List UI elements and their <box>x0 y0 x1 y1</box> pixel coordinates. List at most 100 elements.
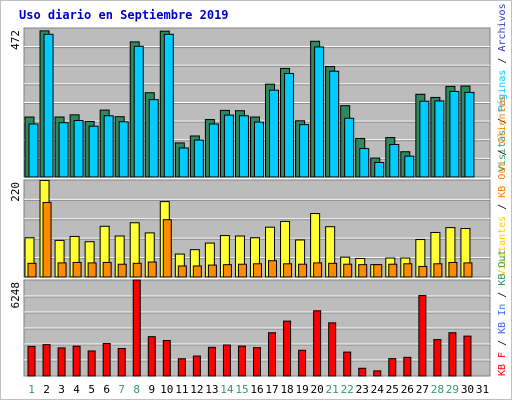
bar-p-ginas-day-23 <box>359 148 370 178</box>
bar-kb-day-28 <box>433 339 442 377</box>
bar-kb-f-day-28 <box>433 263 443 278</box>
bar-kb-day-15 <box>237 345 246 377</box>
x-tick-label-day-1: 1 <box>28 383 35 396</box>
legend-separator: / <box>497 334 508 352</box>
bar-p-ginas-day-14 <box>223 114 234 178</box>
bar-p-ginas-day-2 <box>43 33 54 178</box>
x-tick-label-day-25: 25 <box>386 383 399 396</box>
bar-kb-day-11 <box>177 358 186 377</box>
bar-kb-day-7 <box>117 347 126 377</box>
bar-kb-day-30 <box>463 335 472 377</box>
x-tick-label-day-16: 16 <box>250 383 263 396</box>
legend-item: Clientes <box>497 95 508 143</box>
bar-p-ginas-day-12 <box>193 139 204 178</box>
bar-kb-f-day-4 <box>72 261 82 278</box>
x-tick-label-day-28: 28 <box>431 383 444 396</box>
bar-kb-f-day-12 <box>192 265 202 278</box>
bar-kb-f-day-14 <box>222 264 232 278</box>
legend-bottom: KB F / KB In / KB Out <box>497 250 508 376</box>
legend-separator: / <box>497 112 508 130</box>
bar-p-ginas-day-17 <box>269 89 280 178</box>
x-tick-label-day-30: 30 <box>461 383 474 396</box>
legend-middle: Visitantes / KB Out / Clientes <box>497 95 508 276</box>
legend-separator: / <box>497 52 508 70</box>
bar-kb-day-20 <box>313 310 322 377</box>
x-tick-label-day-29: 29 <box>446 383 459 396</box>
bar-kb-f-day-17 <box>268 260 278 278</box>
legend-item: KB F <box>497 352 508 376</box>
legend-item: Archivos <box>497 3 508 51</box>
bar-kb-day-23 <box>358 367 367 377</box>
bar-kb-day-1 <box>27 345 36 377</box>
x-tick-label-day-19: 19 <box>295 383 308 396</box>
x-tick-label-day-13: 13 <box>205 383 218 396</box>
y-tick-label-bottom: 6248 <box>9 282 22 309</box>
bar-kb-f-day-13 <box>207 264 217 278</box>
bar-p-ginas-day-8 <box>133 45 144 178</box>
bar-p-ginas-day-11 <box>178 147 189 178</box>
legend-item: KB In <box>497 304 508 334</box>
bar-kb-f-day-27 <box>418 265 428 278</box>
legend-item: KB Out <box>497 250 508 286</box>
bar-kb-f-day-30 <box>463 262 473 278</box>
x-tick-label-day-8: 8 <box>133 383 140 396</box>
bar-kb-day-13 <box>207 346 216 377</box>
legend-separator: / <box>497 144 508 162</box>
x-tick-label-day-7: 7 <box>118 383 125 396</box>
bar-p-ginas-day-3 <box>58 122 69 178</box>
bar-kb-day-4 <box>72 345 81 377</box>
bar-kb-f-day-11 <box>177 265 187 278</box>
bar-kb-day-25 <box>388 358 397 377</box>
legend-item: Visitas <box>497 130 508 172</box>
bar-kb-day-2 <box>42 344 51 377</box>
bar-kb-f-day-25 <box>388 263 398 278</box>
bar-kb-f-day-2 <box>42 201 52 278</box>
bar-kb-f-day-18 <box>283 263 293 278</box>
x-tick-label-day-14: 14 <box>220 383 234 396</box>
legend-separator: / <box>497 286 508 304</box>
x-tick-label-day-22: 22 <box>341 383 354 396</box>
bar-kb-day-5 <box>87 350 96 377</box>
x-tick-label-day-2: 2 <box>43 383 50 396</box>
bar-kb-day-22 <box>343 351 352 377</box>
x-tick-label-day-9: 9 <box>148 383 155 396</box>
bar-kb-day-27 <box>418 295 427 377</box>
legend-item: Páginas <box>496 70 508 112</box>
x-tick-label-day-27: 27 <box>416 383 429 396</box>
bar-kb-day-14 <box>222 344 231 377</box>
x-tick-label-day-23: 23 <box>356 383 369 396</box>
bar-p-ginas-day-10 <box>163 33 174 178</box>
bar-kb-day-8 <box>132 279 141 377</box>
bar-kb-f-day-1 <box>27 262 37 278</box>
bar-p-ginas-day-16 <box>253 121 264 178</box>
bar-p-ginas-day-28 <box>434 100 445 178</box>
bar-p-ginas-day-30 <box>464 91 475 178</box>
x-tick-label-day-24: 24 <box>371 383 385 396</box>
bar-kb-day-17 <box>268 332 277 377</box>
bar-kb-day-26 <box>403 356 412 377</box>
x-tick-label-day-6: 6 <box>103 383 110 396</box>
x-tick-label-day-5: 5 <box>88 383 95 396</box>
bar-kb-day-19 <box>298 349 307 377</box>
bar-kb-day-16 <box>253 347 261 377</box>
bar-p-ginas-day-5 <box>88 125 99 178</box>
bar-kb-day-3 <box>57 347 66 377</box>
legend-item: Visitantes <box>497 216 508 276</box>
x-tick-label-day-31: 31 <box>476 383 489 396</box>
bar-kb-f-day-15 <box>237 263 247 278</box>
y-tick-label-top: 472 <box>9 30 22 50</box>
chart-title: Uso diario en Septiembre 2019 <box>19 8 229 22</box>
bar-kb-f-day-16 <box>252 263 262 278</box>
legend-item: KB Out <box>497 162 508 198</box>
x-tick-label-day-10: 10 <box>160 383 173 396</box>
bar-p-ginas-day-6 <box>103 115 114 178</box>
bar-kb-day-12 <box>192 355 201 377</box>
x-tick-label-day-17: 17 <box>265 383 278 396</box>
bar-p-ginas-day-24 <box>374 161 385 178</box>
bar-p-ginas-day-18 <box>284 72 295 178</box>
bar-kb-day-6 <box>102 343 111 377</box>
bar-kb-f-day-6 <box>102 261 112 278</box>
bar-p-ginas-day-4 <box>73 119 84 178</box>
bar-p-ginas-day-15 <box>238 115 249 178</box>
bar-kb-day-10 <box>162 340 171 377</box>
